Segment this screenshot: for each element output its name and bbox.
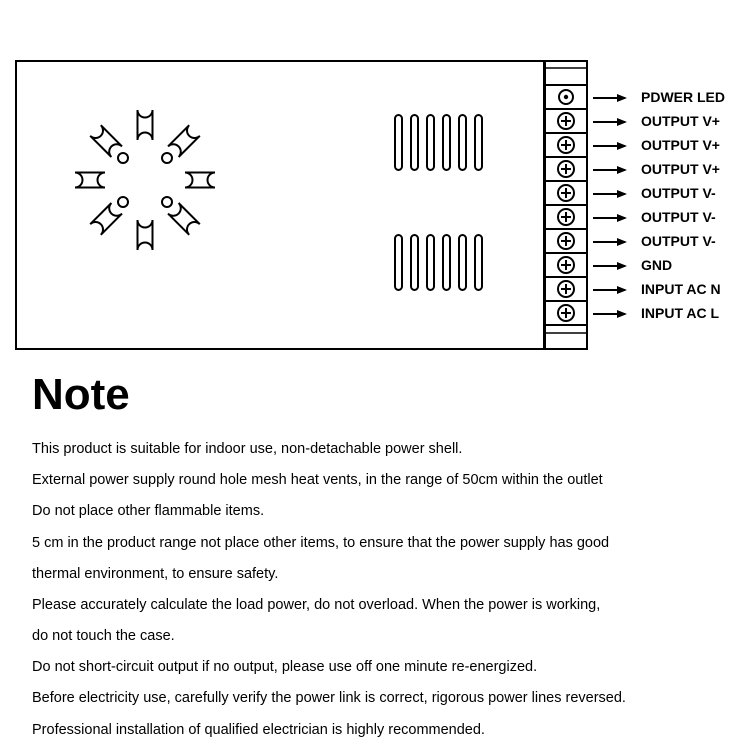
arrow-icon <box>593 145 625 147</box>
terminal-label: OUTPUT V+ <box>641 113 720 129</box>
arrow-icon <box>593 169 625 171</box>
terminal-label: INPUT AC N <box>641 281 721 297</box>
arrow-icon <box>593 193 625 195</box>
note-line: thermal environment, to ensure safety. <box>32 559 722 590</box>
arrow-icon <box>593 313 625 315</box>
note-line: 5 cm in the product range not place othe… <box>32 528 722 559</box>
terminal-label: OUTPUT V+ <box>641 137 720 153</box>
note-line: do not touch the case. <box>32 621 722 652</box>
note-line: Before electricity use, carefully verify… <box>32 683 722 714</box>
terminal-label: GND <box>641 257 672 273</box>
note-line: This product is suitable for indoor use,… <box>32 434 722 465</box>
arrow-icon <box>593 97 625 99</box>
arrow-icon <box>593 289 625 291</box>
arrow-icon <box>593 121 625 123</box>
note-line: Professional installation of qualified e… <box>32 715 722 746</box>
note-line: Please accurately calculate the load pow… <box>32 590 722 621</box>
terminal-label: OUTPUT V+ <box>641 161 720 177</box>
note-body: This product is suitable for indoor use,… <box>32 434 722 746</box>
note-section: Note This product is suitable for indoor… <box>32 370 722 746</box>
note-line: External power supply round hole mesh he… <box>32 465 722 496</box>
arrow-icon <box>593 217 625 219</box>
psu-svg <box>15 60 735 350</box>
terminal-label: OUTPUT V- <box>641 185 716 201</box>
note-line: Do not place other flammable items. <box>32 496 722 527</box>
arrow-icon <box>593 241 625 243</box>
terminal-label: PDWER LED <box>641 89 725 105</box>
note-line: Do not short-circuit output if no output… <box>32 652 722 683</box>
terminal-label: INPUT AC L <box>641 305 719 321</box>
note-title: Note <box>32 370 722 420</box>
arrow-icon <box>593 265 625 267</box>
terminal-label: OUTPUT V- <box>641 233 716 249</box>
power-supply-diagram: PDWER LED OUTPUT V+ OUTPUT V+ OUTPUT V+ OUTP… <box>15 60 735 350</box>
terminal-label: OUTPUT V- <box>641 209 716 225</box>
